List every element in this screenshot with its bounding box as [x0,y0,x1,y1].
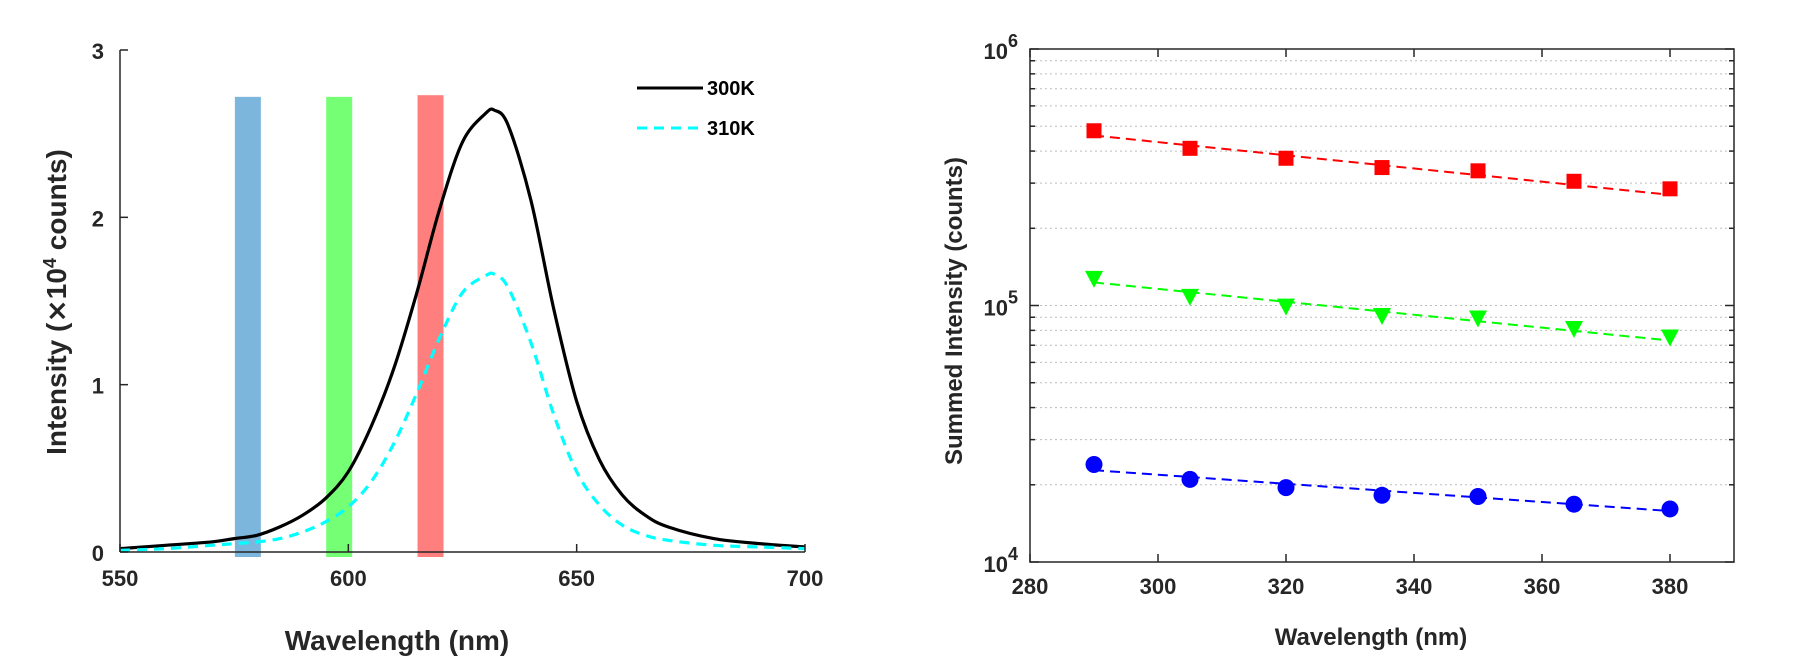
right-x-tick-label: 300 [1140,574,1177,599]
right-x-tick-label: 380 [1652,574,1689,599]
left-x-tick-label: 700 [787,566,824,591]
marker-triangle [1181,288,1199,306]
spectrum-lines [119,107,806,552]
left-axes: 550 600 650 700 0 1 2 3 [92,39,824,591]
marker-circle [1085,455,1103,473]
series-line-300k [119,107,806,551]
marker-triangle [1565,320,1583,338]
right-y-axis-title: Summed Intensity (counts) [941,157,968,465]
marker-circle [1181,470,1199,488]
marker-circle [1565,495,1583,513]
highlight-band-1 [326,96,353,557]
marker-triangle [1277,298,1295,316]
marker-square [1086,123,1102,139]
marker-circle [1469,488,1487,506]
highlight-band-2 [417,95,444,558]
marker-square [1374,160,1390,176]
data-markers [1085,123,1679,518]
right-x-tick-label: 360 [1524,574,1561,599]
legend-label-300k: 300K [707,78,755,100]
left-x-tick-label: 600 [330,566,367,591]
right-x-tick-label: 340 [1396,574,1433,599]
marker-triangle [1469,310,1487,328]
marker-triangle [1085,270,1103,288]
marker-circle [1277,479,1295,497]
left-y-tick-label: 0 [92,541,104,566]
marker-circle [1373,486,1391,504]
series-line-310k [119,271,806,552]
right-chart: 280 300 320 340 360 380 104 105 106 Wavelength (… [941,31,1735,651]
right-y-tick-label: 105 [984,288,1019,321]
marker-square [1662,181,1678,197]
right-x-axis-title: Wavelength (nm) [1275,624,1467,651]
left-y-axis-title: Intensity (×104 counts) [40,149,73,455]
legend-label-310k: 310K [707,118,755,140]
left-y-tick-label: 1 [92,374,104,399]
marker-circle [1661,500,1679,518]
marker-square [1470,163,1486,179]
marker-square [1182,140,1198,156]
right-grid [1030,60,1734,486]
left-y-tick-label: 2 [92,206,104,231]
right-y-tick-label: 104 [984,544,1019,577]
marker-square [1278,150,1294,166]
left-legend: 300K 310K [637,78,755,140]
marker-triangle [1661,329,1679,347]
highlight-bands [234,95,444,558]
marker-square [1566,173,1582,189]
left-y-tick-label: 3 [92,39,104,64]
left-x-tick-label: 550 [102,566,139,591]
highlight-band-0 [234,96,261,557]
right-x-tick-label: 280 [1012,574,1049,599]
left-x-tick-label: 650 [558,566,595,591]
right-axes: 280 300 320 340 360 380 104 105 106 [984,31,1735,599]
left-chart: 550 600 650 700 0 1 2 3 300K 310K Wavelength (n… [40,39,823,656]
marker-triangle [1373,308,1391,326]
right-y-tick-label: 106 [984,31,1019,64]
right-x-tick-label: 320 [1268,574,1305,599]
left-x-axis-title: Wavelength (nm) [285,625,510,656]
